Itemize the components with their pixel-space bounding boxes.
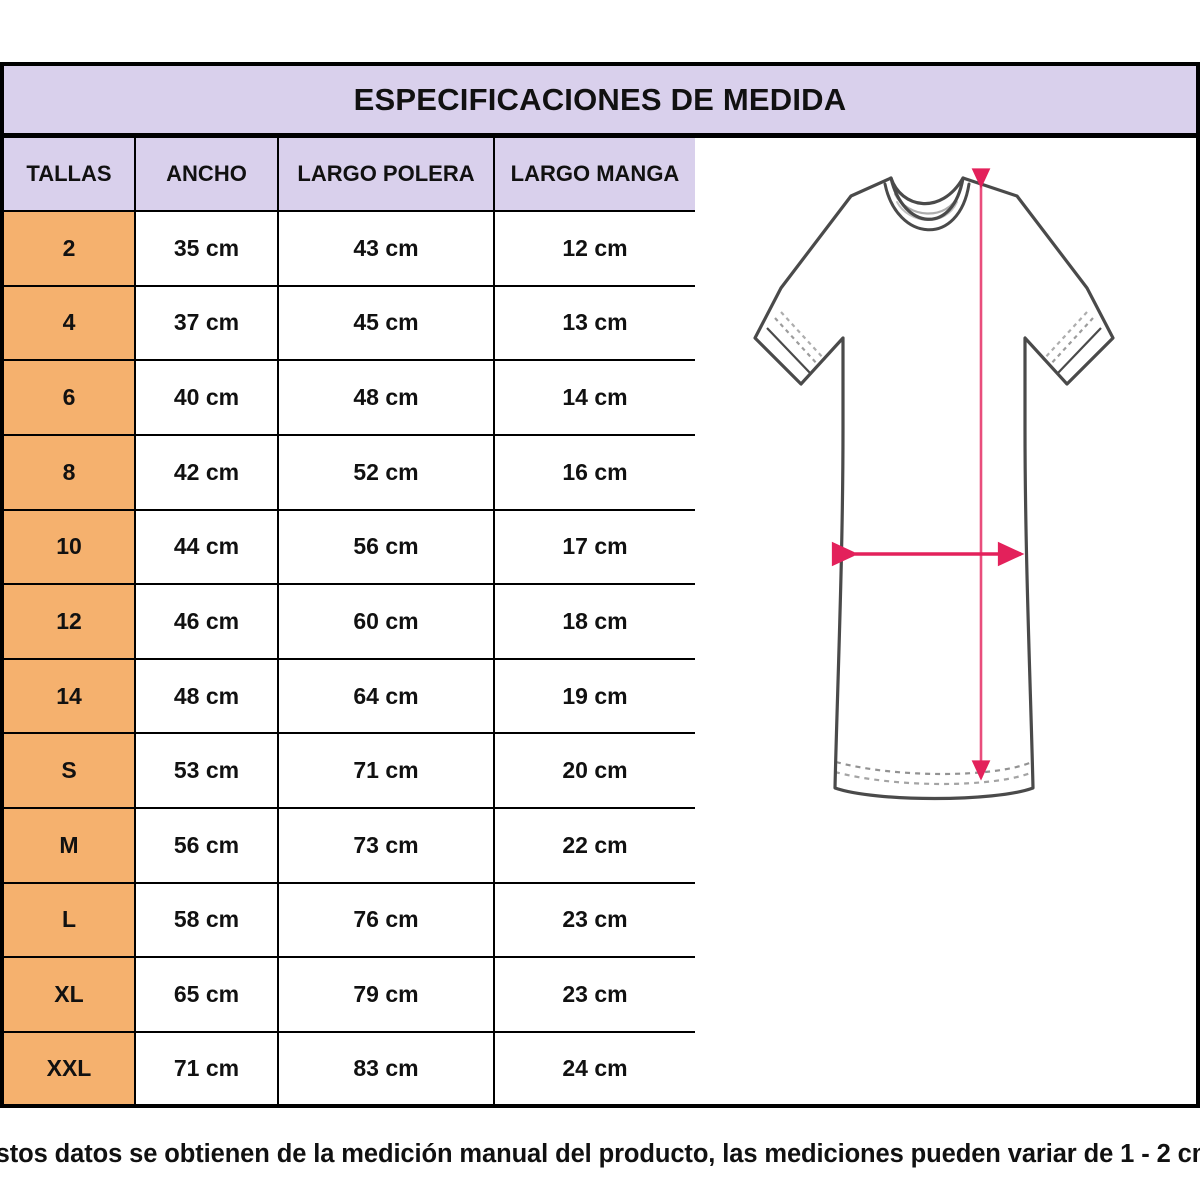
- table-row: 2 35 cm 43 cm 12 cm: [4, 210, 695, 287]
- table-row: S 53 cm 71 cm 20 cm: [4, 732, 695, 809]
- table-row: 8 42 cm 52 cm 16 cm: [4, 433, 695, 511]
- cell-size: 6: [4, 359, 136, 436]
- table-head: TALLAS ANCHO LARGO POLERA LARGO MANGA: [4, 138, 695, 212]
- cell-largo-polera: 76 cm: [277, 881, 495, 959]
- cell-largo-manga: 22 cm: [493, 807, 695, 884]
- cell-size: 14: [4, 657, 136, 735]
- column-header-largo-manga: LARGO MANGA: [493, 138, 695, 212]
- footer-note-container: Estos datos se obtienen de la medición m…: [0, 1108, 1200, 1200]
- page-title: ESPECIFICACIONES DE MEDIDA: [353, 81, 847, 117]
- cell-ancho: 53 cm: [134, 732, 279, 809]
- table-row: XL 65 cm 79 cm 23 cm: [4, 956, 695, 1033]
- chart-title-bar: ESPECIFICACIONES DE MEDIDA: [4, 66, 1196, 138]
- tshirt-diagram: [753, 168, 1115, 801]
- cell-size: 12: [4, 583, 136, 660]
- cell-size: M: [4, 807, 136, 884]
- cell-largo-manga: 17 cm: [493, 508, 695, 586]
- cell-largo-polera: 43 cm: [277, 210, 495, 287]
- cell-ancho: 40 cm: [134, 359, 279, 436]
- cell-size: S: [4, 732, 136, 809]
- cell-largo-manga: 24 cm: [493, 1030, 695, 1104]
- sleeve-hem-left: [766, 311, 826, 375]
- collar-detail: [883, 176, 971, 232]
- table-row: 10 44 cm 56 cm 17 cm: [4, 508, 695, 586]
- table-row: 4 37 cm 45 cm 13 cm: [4, 284, 695, 362]
- chart-body: TALLAS ANCHO LARGO POLERA LARGO MANGA 2 …: [4, 138, 1196, 1104]
- cell-largo-polera: 73 cm: [277, 807, 495, 884]
- tshirt-diagram-panel: [695, 138, 1196, 1104]
- cell-largo-manga: 20 cm: [493, 732, 695, 809]
- cell-size: XXL: [4, 1030, 136, 1104]
- table-header-row: TALLAS ANCHO LARGO POLERA LARGO MANGA: [4, 138, 695, 212]
- cell-largo-manga: 23 cm: [493, 956, 695, 1033]
- cell-ancho: 48 cm: [134, 657, 279, 735]
- table-row: L 58 cm 76 cm 23 cm: [4, 881, 695, 959]
- cell-size: 4: [4, 284, 136, 362]
- cell-size: 8: [4, 433, 136, 511]
- cell-ancho: 37 cm: [134, 284, 279, 362]
- cell-largo-polera: 60 cm: [277, 583, 495, 660]
- column-header-largo-polera: LARGO POLERA: [277, 138, 495, 212]
- footer-note: Estos datos se obtienen de la medición m…: [0, 1139, 1200, 1168]
- sleeve-hem-right: [1042, 311, 1102, 375]
- cell-ancho: 65 cm: [134, 956, 279, 1033]
- cell-ancho: 71 cm: [134, 1030, 279, 1104]
- column-header-tallas: TALLAS: [4, 138, 136, 212]
- cell-largo-manga: 13 cm: [493, 284, 695, 362]
- column-header-ancho: ANCHO: [134, 138, 279, 212]
- cell-ancho: 42 cm: [134, 433, 279, 511]
- cell-largo-polera: 45 cm: [277, 284, 495, 362]
- cell-ancho: 46 cm: [134, 583, 279, 660]
- table-row: 6 40 cm 48 cm 14 cm: [4, 359, 695, 436]
- size-chart-frame: ESPECIFICACIONES DE MEDIDA TALLAS ANCHO …: [0, 62, 1200, 1108]
- bottom-hem: [834, 760, 1034, 786]
- cell-largo-polera: 71 cm: [277, 732, 495, 809]
- cell-largo-polera: 56 cm: [277, 508, 495, 586]
- cell-largo-polera: 48 cm: [277, 359, 495, 436]
- cell-ancho: 44 cm: [134, 508, 279, 586]
- cell-largo-polera: 83 cm: [277, 1030, 495, 1104]
- cell-largo-manga: 16 cm: [493, 433, 695, 511]
- cell-largo-polera: 79 cm: [277, 956, 495, 1033]
- table-body: 2 35 cm 43 cm 12 cm 4 37 cm 45 cm 13 cm: [4, 210, 695, 1104]
- cell-largo-manga: 23 cm: [493, 881, 695, 959]
- cell-ancho: 58 cm: [134, 881, 279, 959]
- cell-largo-manga: 12 cm: [493, 210, 695, 287]
- cell-size: XL: [4, 956, 136, 1033]
- cell-largo-polera: 52 cm: [277, 433, 495, 511]
- measurements-table: TALLAS ANCHO LARGO POLERA LARGO MANGA 2 …: [4, 138, 695, 1104]
- table-row: 14 48 cm 64 cm 19 cm: [4, 657, 695, 735]
- cell-size: 2: [4, 210, 136, 287]
- cell-largo-manga: 19 cm: [493, 657, 695, 735]
- table-row: 12 46 cm 60 cm 18 cm: [4, 583, 695, 660]
- table-row: XXL 71 cm 83 cm 24 cm: [4, 1030, 695, 1104]
- measurements-table-container: TALLAS ANCHO LARGO POLERA LARGO MANGA 2 …: [4, 138, 695, 1104]
- table-row: M 56 cm 73 cm 22 cm: [4, 807, 695, 884]
- cell-largo-manga: 18 cm: [493, 583, 695, 660]
- cell-largo-manga: 14 cm: [493, 359, 695, 436]
- cell-size: L: [4, 881, 136, 959]
- tshirt-outline: [753, 176, 1115, 801]
- cell-ancho: 56 cm: [134, 807, 279, 884]
- cell-ancho: 35 cm: [134, 210, 279, 287]
- cell-size: 10: [4, 508, 136, 586]
- cell-largo-polera: 64 cm: [277, 657, 495, 735]
